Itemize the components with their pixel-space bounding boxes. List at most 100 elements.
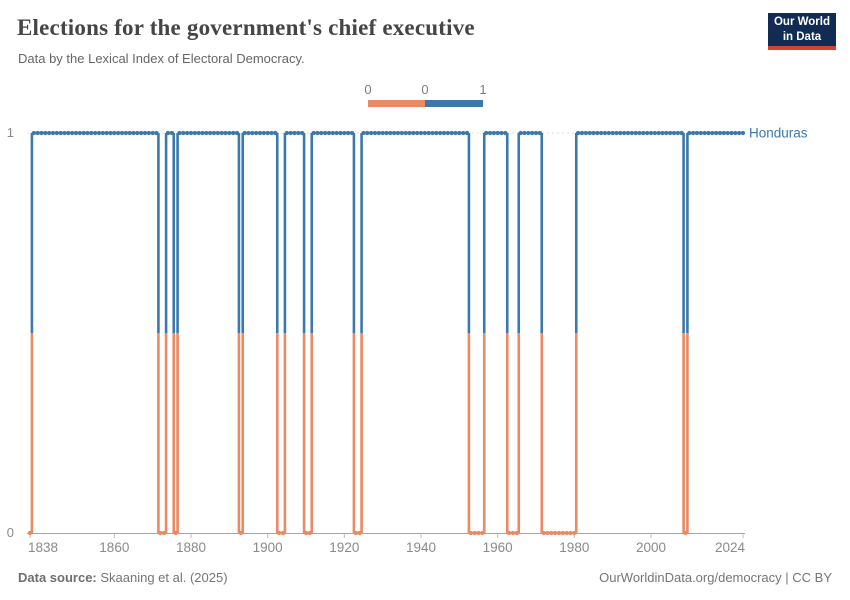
data-point-marker (476, 530, 481, 536)
data-point-marker (518, 130, 523, 136)
data-point-marker (729, 130, 734, 136)
data-point-marker (227, 130, 232, 136)
data-point-marker (238, 530, 243, 536)
data-point-marker (530, 130, 535, 136)
data-point-marker (472, 530, 477, 536)
data-point-marker (422, 130, 427, 136)
data-point-marker (568, 530, 573, 536)
data-point-marker (204, 130, 209, 136)
data-point-marker (606, 130, 611, 136)
series-label-honduras[interactable]: Honduras (749, 126, 808, 141)
data-point-marker (223, 130, 228, 136)
data-point-marker (349, 130, 355, 136)
data-point-marker (683, 530, 688, 536)
data-point-marker (123, 130, 128, 136)
data-point-marker (629, 130, 634, 136)
data-point-marker (679, 130, 684, 136)
data-point-marker (104, 130, 109, 136)
data-point-marker (353, 530, 358, 536)
data-point-marker (625, 130, 631, 136)
data-point-marker (399, 130, 404, 136)
data-point-marker (127, 130, 132, 136)
x-tick-label: 1980 (559, 540, 589, 555)
data-point-marker (315, 130, 320, 136)
data-point-marker (691, 130, 696, 136)
data-point-marker (637, 130, 642, 136)
data-point-marker (583, 130, 588, 136)
data-point-marker (296, 130, 301, 136)
data-point-marker (142, 130, 148, 136)
data-point-marker (415, 130, 420, 136)
data-point-marker (694, 130, 700, 136)
data-point-marker (319, 130, 324, 136)
data-point-marker (257, 130, 263, 136)
data-point-marker (311, 130, 316, 136)
legend-swatch-one[interactable] (425, 100, 483, 107)
data-point-marker (395, 130, 401, 136)
data-point-marker (185, 130, 190, 136)
data-point-marker (85, 130, 90, 136)
owid-logo-line2: in Data (782, 30, 822, 43)
data-point-marker (392, 130, 397, 136)
owid-logo-line1: Our World (773, 15, 830, 28)
data-point-marker (541, 530, 546, 536)
data-point-marker (208, 130, 213, 136)
data-source-label: Data source: (18, 570, 97, 585)
legend-swatch-zero[interactable] (368, 100, 425, 107)
data-point-marker (560, 530, 565, 536)
data-point-marker (31, 130, 36, 136)
x-tick-label: 1880 (176, 540, 206, 555)
data-point-marker (273, 130, 278, 136)
data-point-marker (215, 130, 220, 136)
data-point-marker (545, 530, 550, 536)
data-point-marker (579, 130, 585, 136)
legend-label-middle: 0 (421, 82, 429, 97)
data-point-marker (434, 130, 439, 136)
data-point-marker (495, 130, 500, 136)
data-point-marker (165, 130, 171, 136)
data-point-marker (334, 130, 339, 136)
y-tick-label: 1 (7, 125, 14, 140)
data-point-marker (234, 130, 240, 136)
data-point-marker (338, 130, 343, 136)
data-point-marker (169, 130, 174, 136)
data-point-marker (614, 130, 619, 136)
data-point-marker (139, 130, 144, 136)
y-tick-label: 0 (7, 525, 14, 540)
data-point-marker (449, 130, 454, 136)
data-point-marker (135, 130, 140, 136)
data-point-marker (702, 130, 707, 136)
data-point-marker (652, 130, 657, 136)
data-point-marker (510, 530, 516, 536)
data-point-marker (675, 130, 680, 136)
data-point-marker (73, 130, 79, 136)
data-point-marker (100, 130, 105, 136)
data-point-marker (610, 130, 615, 136)
data-point-marker (388, 130, 393, 136)
data-point-marker (480, 530, 485, 536)
data-point-marker (323, 130, 328, 136)
data-point-marker (131, 130, 136, 136)
owid-cc-link[interactable]: OurWorldinData.org/democracy | CC BY (599, 570, 832, 585)
data-point-marker (361, 130, 366, 136)
data-point-marker (112, 130, 117, 136)
data-point-marker (687, 130, 692, 136)
data-point-marker (553, 530, 558, 536)
data-point-marker (77, 130, 82, 136)
data-point-marker (303, 530, 309, 536)
data-point-marker (426, 130, 431, 136)
data-point-marker (602, 130, 608, 136)
data-point-marker (173, 530, 178, 536)
data-point-marker (549, 530, 554, 536)
data-point-marker (369, 130, 374, 136)
data-point-marker (39, 130, 44, 136)
owid-logo[interactable]: Our World in Data (768, 13, 836, 50)
data-point-marker (119, 130, 125, 136)
data-point-marker (407, 130, 412, 136)
data-point-marker (146, 130, 151, 136)
data-point-marker (50, 130, 56, 136)
data-point-marker (35, 130, 40, 136)
data-point-marker (93, 130, 98, 136)
